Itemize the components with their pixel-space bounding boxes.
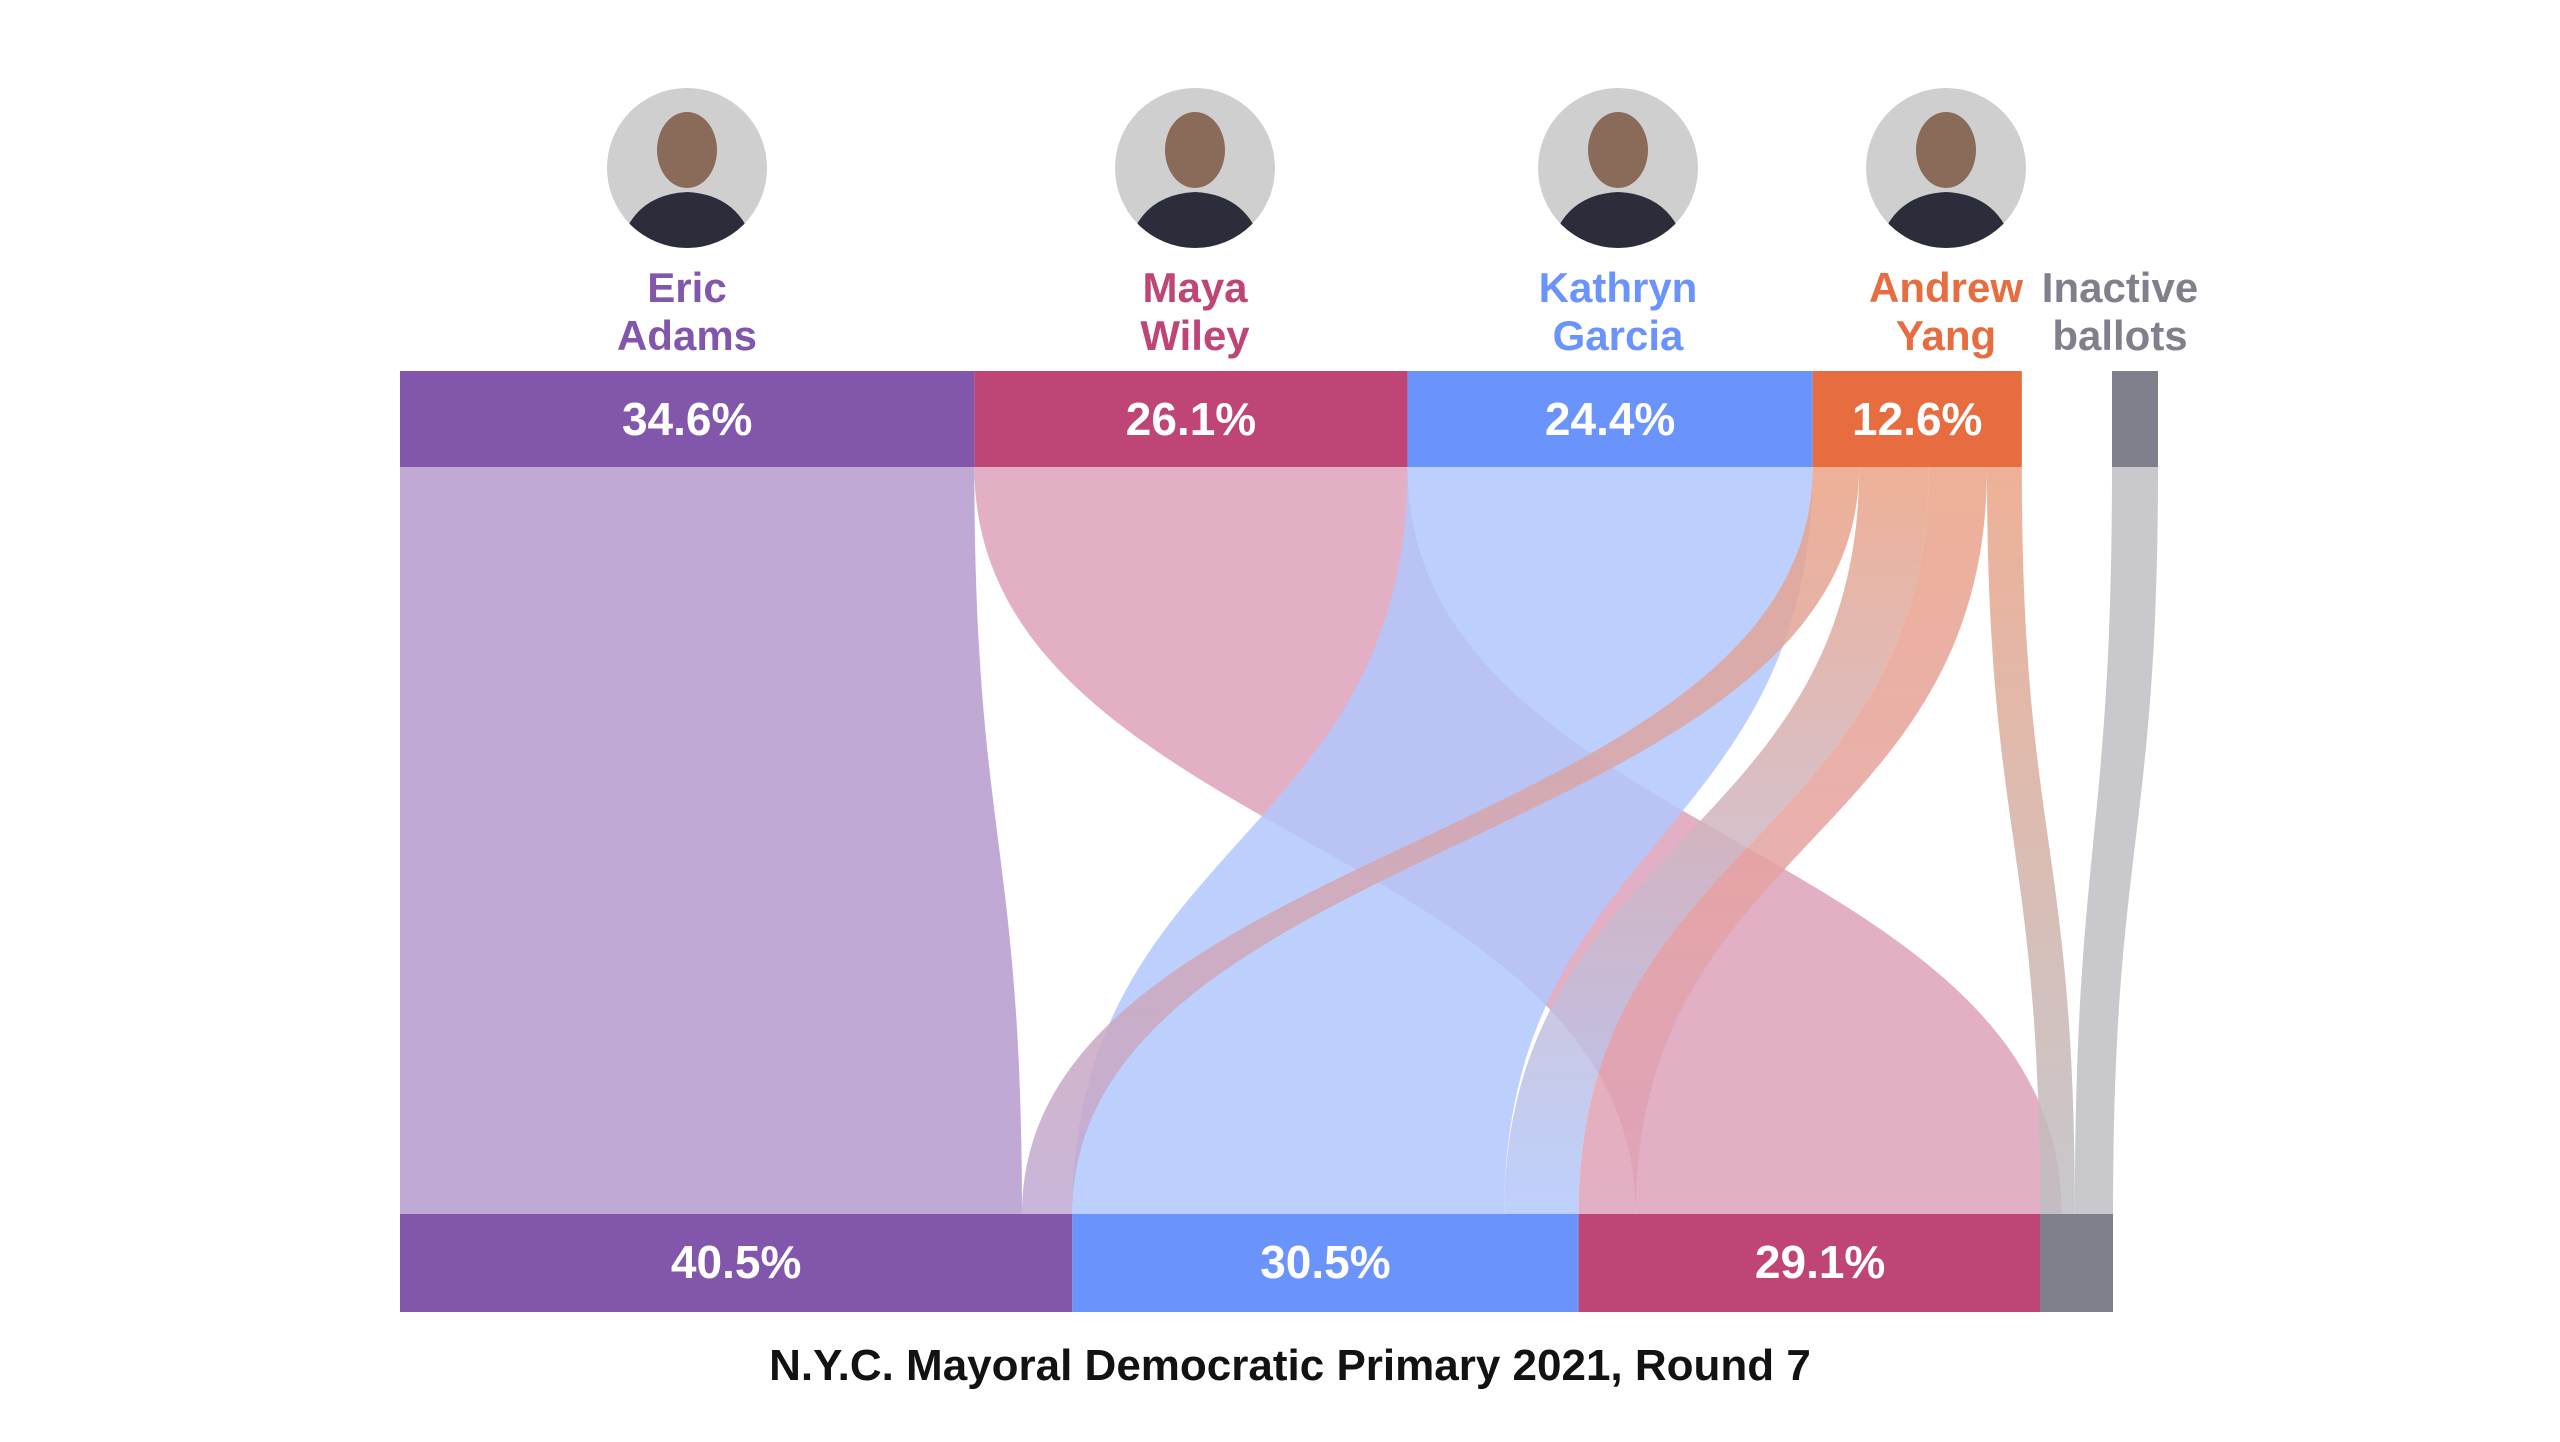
inactive-name-line1: Inactive bbox=[2042, 264, 2198, 311]
round7-label-wiley: 26.1% bbox=[1126, 393, 1256, 445]
flow-yang-to-inactive bbox=[1986, 467, 2075, 1214]
flow-layer bbox=[400, 467, 2158, 1214]
round7-bar-garcia bbox=[1407, 371, 1813, 467]
round7-label-yang: 12.6% bbox=[1852, 393, 1982, 445]
inactive-name-line2: ballots bbox=[2052, 312, 2187, 359]
round8-bar-garcia bbox=[1072, 1214, 1579, 1312]
round7-bar-wiley bbox=[974, 371, 1408, 467]
round7-bars: 34.6% 26.1% 24.4% 12.6% bbox=[400, 371, 2158, 467]
flow-yang-to-garcia bbox=[1504, 467, 1929, 1214]
flow-yang-to-adams bbox=[1021, 467, 1860, 1214]
garcia-photo bbox=[1538, 88, 1698, 248]
round8-label-garcia: 30.5% bbox=[1260, 1236, 1390, 1288]
flow-yang-to-wiley bbox=[1578, 467, 1987, 1214]
round7-bar-adams bbox=[400, 371, 975, 467]
round8-bar-wiley bbox=[1578, 1214, 2062, 1312]
round8-bars: 40.5% 30.5% 29.1% bbox=[400, 1214, 2114, 1312]
round7-bar-inactive bbox=[2112, 371, 2158, 467]
adams-name-line1: Eric bbox=[647, 264, 726, 311]
wiley-photo bbox=[1115, 88, 1275, 248]
adams-name-line2: Adams bbox=[617, 312, 757, 359]
round7-label-adams: 34.6% bbox=[622, 393, 752, 445]
yang-name-line1: Andrew bbox=[1869, 264, 2023, 311]
adams-photo bbox=[607, 88, 767, 248]
round7-bar-yang bbox=[1812, 371, 2022, 467]
garcia-name-line1: Kathryn bbox=[1539, 264, 1698, 311]
chart-title: N.Y.C. Mayoral Democratic Primary 2021, … bbox=[769, 1341, 1811, 1390]
round8-bar-adams bbox=[400, 1214, 1073, 1312]
wiley-name-line2: Wiley bbox=[1140, 312, 1250, 359]
wiley-name-line1: Maya bbox=[1142, 264, 1248, 311]
round8-bar-inactive bbox=[2040, 1214, 2114, 1312]
round8-label-wiley: 29.1% bbox=[1755, 1236, 1885, 1288]
round8-label-adams: 40.5% bbox=[671, 1236, 801, 1288]
round7-label-garcia: 24.4% bbox=[1545, 393, 1675, 445]
yang-photo bbox=[1866, 88, 2026, 248]
yang-name-line2: Yang bbox=[1896, 312, 1996, 359]
flow-inactive-to-inactive bbox=[2074, 467, 2158, 1214]
flow-adams-to-adams bbox=[400, 467, 1022, 1214]
garcia-name-line2: Garcia bbox=[1553, 312, 1684, 359]
